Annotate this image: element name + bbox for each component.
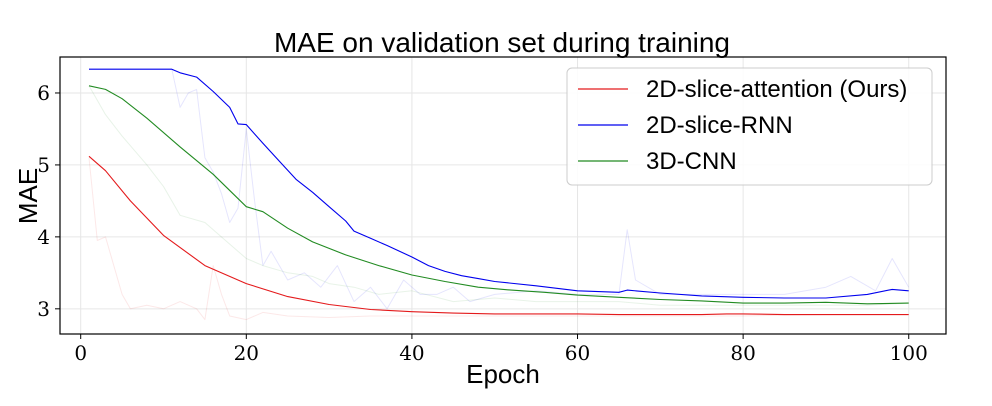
legend: 2D-slice-attention (Ours) 2D-slice-RNN 3D-… (566, 67, 933, 186)
series-raw-2d-slice-rnn (89, 68, 910, 310)
series-line-2d-slice-rnn (89, 68, 909, 299)
x-tick-label: 100 (890, 341, 928, 365)
legend-label: 2D-slice-RNN (646, 112, 793, 139)
x-tick-label: 20 (234, 341, 259, 365)
y-tick-label: 6 (37, 81, 50, 105)
x-tick-label: 0 (74, 341, 87, 365)
y-axis-ticks: 3 4 5 6 (37, 81, 60, 321)
x-tick-label: 80 (730, 341, 755, 365)
x-axis-ticks: 0 20 40 60 80 100 (74, 334, 928, 365)
legend-label: 3D-CNN (646, 148, 737, 175)
series-raw-3d-cnn (88, 85, 909, 306)
smoothed-series-layer (88, 68, 909, 316)
plot-area-frame (59, 56, 947, 335)
series-raw-2d-slice-attention-ours (88, 157, 909, 321)
chart-title: MAE on validation set during training (274, 27, 730, 58)
x-tick-label: 60 (565, 341, 590, 365)
x-tick-label: 40 (399, 341, 424, 365)
series-line-2d-slice-attention-ours (88, 155, 909, 316)
y-tick-label: 5 (37, 153, 50, 177)
y-tick-label: 3 (37, 297, 50, 321)
legend-box (566, 67, 933, 186)
series-line-3d-cnn (88, 85, 909, 305)
raw-series-layer (88, 68, 910, 321)
x-axis-label: Epoch (466, 359, 540, 389)
y-axis-label: MAE (13, 168, 43, 224)
legend-label: 2D-slice-attention (Ours) (646, 76, 907, 103)
y-tick-label: 4 (37, 225, 50, 249)
